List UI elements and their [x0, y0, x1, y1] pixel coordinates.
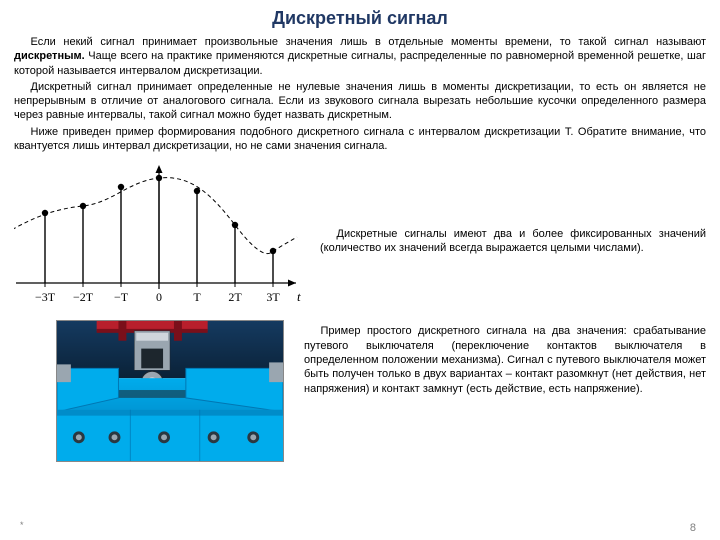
page-number: 8: [690, 522, 696, 534]
footnote-asterisk: *: [20, 520, 24, 530]
intro-text-block: Если некий сигнал принимает произвольные…: [0, 35, 720, 153]
p1-post: Чаще всего на практике применяются дискр…: [14, 50, 706, 76]
svg-text:t: t: [297, 289, 301, 304]
paragraph-1: Если некий сигнал принимает произвольные…: [14, 35, 706, 78]
paragraph-2: Дискретный сигнал принимает определенные…: [14, 80, 706, 123]
page-title: Дискретный сигнал: [0, 0, 720, 35]
side-paragraph-2: Пример простого дискретного сигнала на д…: [304, 324, 706, 395]
discrete-signal-chart: −3T −2T −T 0 T 2T 3T t: [14, 163, 304, 318]
side-paragraph-1: Дискретные сигналы имеют два и более фик…: [320, 227, 706, 256]
side-text-1: Дискретные сигналы имеют два и более фик…: [320, 227, 706, 256]
svg-text:3T: 3T: [266, 290, 280, 304]
svg-text:2T: 2T: [228, 290, 242, 304]
limit-switch-photo: [56, 320, 284, 462]
svg-text:−3T: −3T: [35, 290, 56, 304]
side-text-2: Пример простого дискретного сигнала на д…: [304, 320, 706, 395]
p1-pre: Если некий сигнал принимает произвольные…: [31, 36, 707, 48]
svg-text:T: T: [193, 290, 201, 304]
svg-text:0: 0: [156, 290, 162, 304]
svg-text:−T: −T: [114, 290, 129, 304]
p1-bold: дискретным.: [14, 50, 85, 62]
svg-text:−2T: −2T: [73, 290, 94, 304]
paragraph-3: Ниже приведен пример формирования подобн…: [14, 125, 706, 154]
